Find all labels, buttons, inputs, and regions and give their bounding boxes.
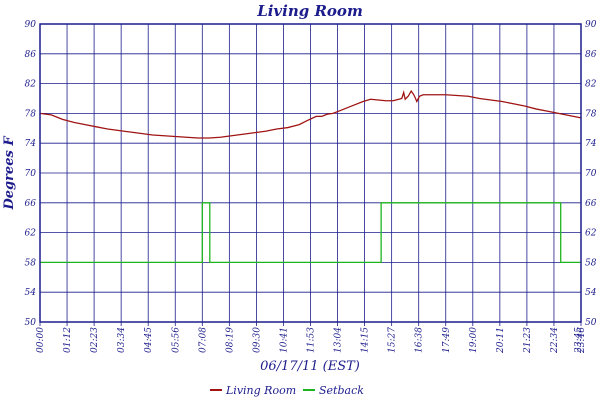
x-tick-label: 05:56 [171, 327, 181, 353]
x-tick-label: 11:53 [307, 327, 317, 353]
y-tick-label-left: 58 [25, 258, 37, 268]
y-tick-label-left: 70 [25, 169, 37, 179]
y-tick-label-right: 54 [585, 288, 597, 298]
y-tick-label-right: 62 [585, 229, 597, 239]
x-axis: 00:00 01:12 02:23 03:34 04:45 05:56 07:08 08:19… [36, 322, 587, 354]
x-tick-label: 08:19 [225, 327, 235, 353]
x-tick-label: 14:15 [361, 327, 371, 353]
x-tick-label: 16:38 [415, 327, 425, 353]
y-tick-label-left: 66 [25, 199, 37, 209]
legend-label: Setback [319, 384, 364, 397]
x-tick-label: 07:08 [198, 327, 208, 353]
x-tick-label: 19:00 [469, 327, 479, 353]
x-tick-label: 23:45 [574, 327, 584, 354]
y-tick-label-right: 78 [585, 109, 597, 119]
x-tick-label: 21:23 [523, 327, 533, 354]
series-line-living-room [39, 89, 582, 139]
y-axis-right: 50 54 58 62 66 70 74 78 82 86 90 [585, 20, 597, 328]
x-tick-label: 20:11 [496, 327, 506, 354]
y-tick-label-left: 78 [25, 109, 37, 119]
x-tick-label: 09:30 [252, 327, 262, 353]
y-tick-label-left: 50 [25, 318, 37, 328]
chart-title: Living Room [256, 2, 363, 20]
y-tick-label-left: 74 [25, 139, 37, 149]
y-tick-label-right: 50 [585, 318, 597, 328]
y-tick-label-right: 86 [585, 50, 597, 60]
x-tick-label: 01:12 [63, 327, 73, 353]
x-tick-label: 04:45 [144, 327, 154, 353]
x-tick-label: 10:41 [279, 327, 289, 353]
plot-frame [39, 23, 582, 323]
y-axis-left: 50 54 58 62 66 70 74 78 82 86 90 [25, 20, 37, 328]
x-tick-label: 00:00 [36, 327, 46, 353]
x-axis-label: 06/17/11 (EST) [260, 359, 360, 374]
y-tick-label-right: 70 [585, 169, 597, 179]
x-tick-label: 03:34 [117, 327, 127, 353]
y-tick-label-left: 90 [25, 20, 37, 30]
series-line-setback [40, 202, 581, 264]
x-tick-label: 22:34 [550, 327, 560, 354]
x-tick-label: 02:23 [90, 327, 100, 353]
legend: Living Room Setback [210, 384, 364, 397]
y-tick-label-right: 90 [585, 20, 597, 30]
x-tick-label: 17:49 [442, 327, 452, 353]
y-tick-label-right: 74 [585, 139, 597, 149]
y-tick-label-left: 54 [25, 288, 37, 298]
y-tick-label-right: 66 [585, 199, 597, 209]
x-tick-label: 15:27 [388, 327, 398, 353]
y-tick-label-right: 82 [585, 80, 597, 90]
x-tick-label: 23:46 [577, 327, 587, 354]
series-group [39, 89, 582, 264]
grid-lines [40, 23, 581, 323]
y-axis-label: Degrees F [2, 136, 17, 211]
y-tick-label-left: 86 [25, 50, 37, 60]
y-tick-label-left: 82 [25, 80, 37, 90]
legend-label: Living Room [225, 384, 296, 397]
y-tick-label-left: 62 [25, 229, 37, 239]
x-tick-label: 13:04 [334, 327, 344, 353]
y-tick-label-right: 58 [585, 258, 597, 268]
